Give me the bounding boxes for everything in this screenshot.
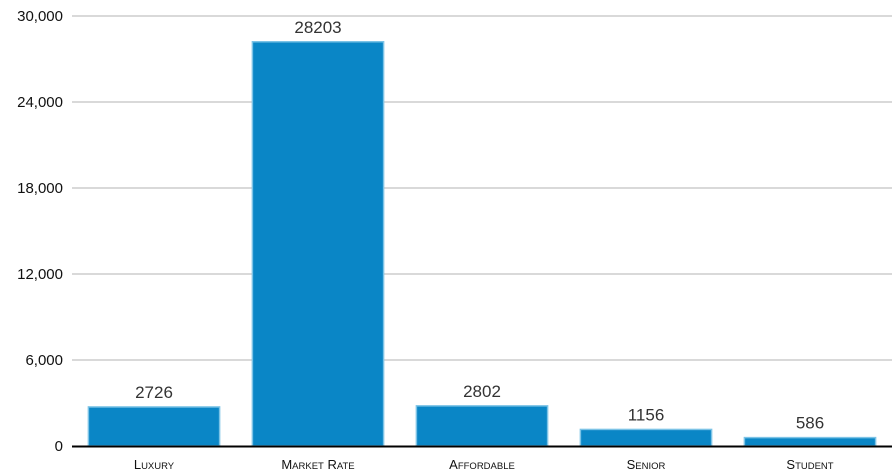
y-tick-label: 6,000 bbox=[25, 352, 63, 369]
bar-student bbox=[744, 438, 875, 446]
data-labels: 2726 28203 2802 1156 586 bbox=[135, 18, 824, 433]
data-label: 1156 bbox=[628, 405, 665, 424]
y-tick-label: 0 bbox=[55, 438, 63, 455]
data-label: 28203 bbox=[294, 18, 341, 37]
data-label: 2726 bbox=[135, 383, 173, 402]
x-category-label: SENIOR bbox=[627, 457, 666, 472]
bar-affordable bbox=[416, 406, 547, 446]
y-tick-label: 18,000 bbox=[17, 180, 63, 197]
bar-senior bbox=[580, 429, 711, 446]
data-label: 586 bbox=[796, 414, 824, 433]
y-tick-label: 24,000 bbox=[17, 94, 63, 111]
bar-market-rate bbox=[252, 42, 383, 446]
x-category-label: AFFORDABLE bbox=[449, 457, 515, 472]
x-category-label: STUDENT bbox=[786, 457, 833, 472]
bar-luxury bbox=[88, 407, 219, 446]
y-axis-tick-labels: 0 6,000 12,000 18,000 24,000 30,000 bbox=[17, 8, 63, 455]
x-axis-category-labels: LUXURY MARKET RATE AFFORDABLE SENIOR STUDENT bbox=[134, 457, 834, 472]
x-category-label: LUXURY bbox=[134, 457, 175, 472]
y-tick-label: 12,000 bbox=[17, 266, 63, 283]
gridlines bbox=[72, 16, 892, 360]
y-tick-label: 30,000 bbox=[17, 8, 63, 25]
x-category-label: MARKET RATE bbox=[281, 457, 354, 472]
data-label: 2802 bbox=[463, 382, 501, 401]
